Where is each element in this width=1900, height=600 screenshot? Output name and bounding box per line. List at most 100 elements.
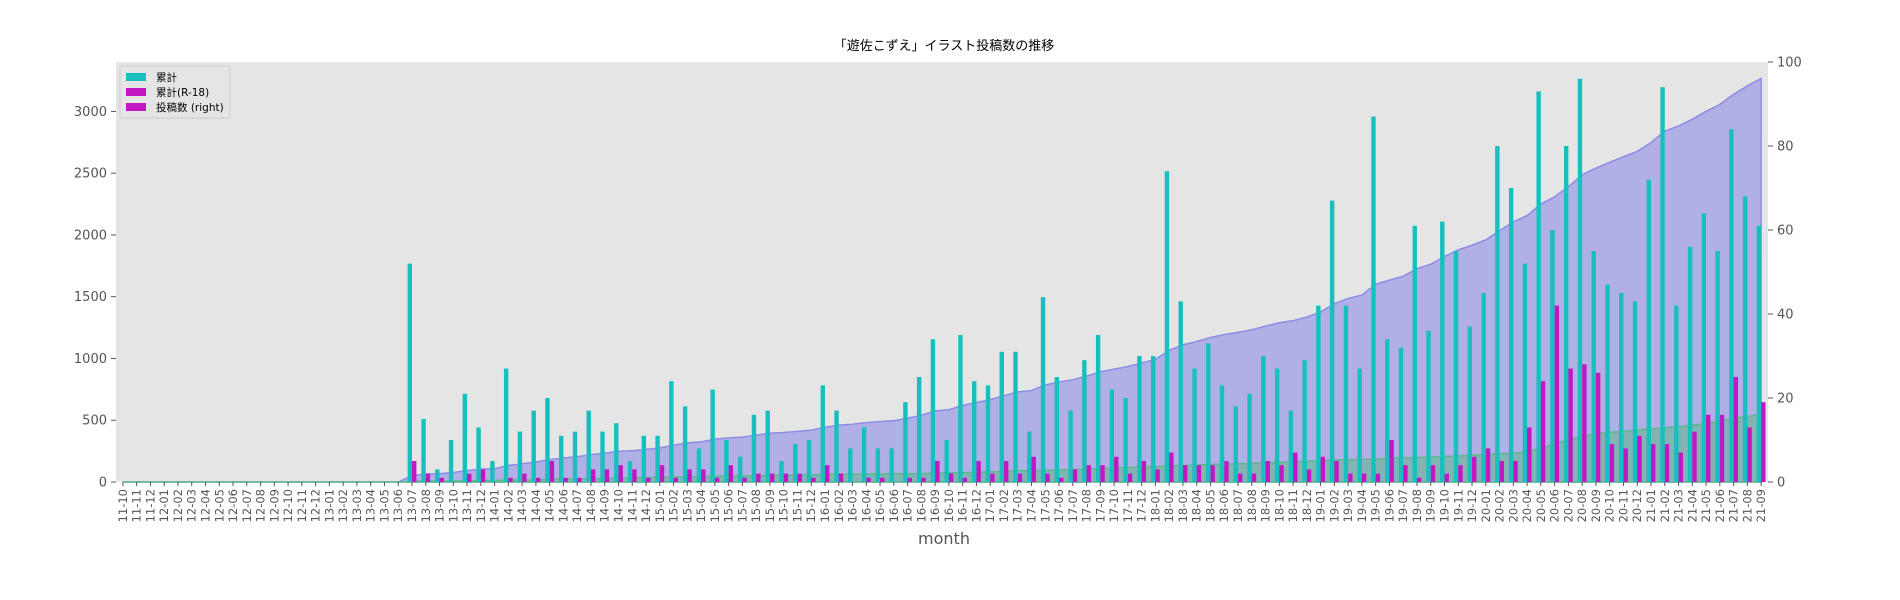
x-tick-label: 19-07 xyxy=(1396,489,1410,522)
bar-posts-r18-16-08 xyxy=(921,477,926,482)
bar-posts-18-02 xyxy=(1164,171,1170,482)
bar-posts-21-06 xyxy=(1715,251,1720,482)
bar-posts-20-06 xyxy=(1550,230,1555,482)
bar-posts-19-04 xyxy=(1357,368,1362,482)
bar-posts-r18-20-06 xyxy=(1554,305,1560,482)
x-tick-label: 17-11 xyxy=(1121,489,1135,522)
bar-posts-r18-15-11 xyxy=(797,473,802,482)
x-tick-label: 14-11 xyxy=(625,489,639,522)
right-tick-label: 80 xyxy=(1777,140,1794,155)
bar-posts-19-03 xyxy=(1343,305,1349,482)
bar-posts-21-09 xyxy=(1756,225,1762,483)
left-tick-label: 3000 xyxy=(74,105,107,120)
x-tick-label: 13-10 xyxy=(446,489,460,522)
bar-posts-14-06 xyxy=(559,435,564,482)
bar-posts-17-06 xyxy=(1054,377,1060,482)
x-tick-label: 20-11 xyxy=(1616,489,1630,522)
x-tick-label: 17-01 xyxy=(983,489,997,522)
bar-posts-r18-14-12 xyxy=(646,477,651,482)
bar-posts-15-11 xyxy=(793,444,798,482)
x-tick-label: 17-09 xyxy=(1093,489,1107,522)
x-tick-label: 18-02 xyxy=(1162,489,1176,522)
bar-posts-14-05 xyxy=(545,398,550,482)
bar-posts-14-08 xyxy=(586,410,591,482)
bar-posts-r18-15-05 xyxy=(714,477,720,482)
x-tick-label: 12-01 xyxy=(157,489,171,522)
bar-posts-r18-15-10 xyxy=(783,473,789,482)
bar-posts-r18-19-09 xyxy=(1430,465,1436,482)
bar-posts-13-09 xyxy=(435,469,440,482)
x-tick-label: 18-10 xyxy=(1272,489,1286,522)
x-tick-label: 20-03 xyxy=(1506,489,1520,522)
bar-posts-17-01 xyxy=(985,385,991,482)
x-tick-label: 14-06 xyxy=(556,489,570,522)
x-tick-label: 14-01 xyxy=(488,489,502,522)
bar-posts-18-03 xyxy=(1178,301,1183,482)
bar-posts-18-12 xyxy=(1302,360,1307,482)
x-tick-label: 13-02 xyxy=(336,489,350,522)
bar-posts-r18-20-01 xyxy=(1485,448,1491,482)
bar-posts-20-09 xyxy=(1591,251,1596,482)
bar-posts-r18-15-09 xyxy=(769,473,775,482)
bar-posts-r18-21-08 xyxy=(1747,427,1752,482)
bar-posts-r18-15-07 xyxy=(742,477,747,482)
legend-label: 累計 xyxy=(156,71,177,84)
x-tick-label: 12-11 xyxy=(295,489,309,522)
bar-posts-17-08 xyxy=(1082,360,1087,482)
x-tick-label: 18-05 xyxy=(1203,489,1217,522)
right-tick-label: 60 xyxy=(1777,224,1794,239)
bar-posts-19-10 xyxy=(1440,221,1445,482)
bar-posts-18-06 xyxy=(1219,385,1225,482)
bar-posts-r18-20-10 xyxy=(1609,444,1615,482)
bar-posts-r18-19-05 xyxy=(1375,473,1381,482)
bar-posts-r18-19-12 xyxy=(1472,456,1477,482)
bar-posts-r18-19-11 xyxy=(1458,465,1463,482)
bar-posts-r18-17-01 xyxy=(990,473,995,482)
bar-posts-14-10 xyxy=(614,423,619,482)
bar-posts-16-02 xyxy=(834,410,839,482)
x-tick-label: 18-11 xyxy=(1286,489,1300,522)
bar-posts-r18-18-07 xyxy=(1237,473,1243,482)
x-tick-label: 17-08 xyxy=(1080,489,1094,522)
bar-posts-r18-15-04 xyxy=(701,469,706,482)
x-tick-label: 13-09 xyxy=(433,489,447,522)
x-tick-label: 13-08 xyxy=(419,489,433,522)
legend-swatch xyxy=(126,73,146,81)
x-tick-label: 13-05 xyxy=(377,489,391,522)
x-tick-label: 18-12 xyxy=(1300,489,1314,522)
bar-posts-16-08 xyxy=(916,377,922,482)
bar-posts-r18-20-07 xyxy=(1568,368,1573,482)
bar-posts-13-10 xyxy=(448,440,454,482)
bar-posts-20-04 xyxy=(1522,263,1528,482)
bar-posts-r18-16-11 xyxy=(962,477,968,482)
bar-posts-18-08 xyxy=(1247,393,1252,482)
bar-posts-16-09 xyxy=(930,339,936,482)
bar-posts-r18-18-11 xyxy=(1293,452,1298,482)
x-tick-label: 15-09 xyxy=(763,489,777,522)
bar-posts-r18-16-04 xyxy=(866,477,871,482)
left-y-axis: 0 500 1000 1500 2000 2500 3000 xyxy=(74,105,116,491)
bar-posts-r18-18-12 xyxy=(1306,469,1312,482)
x-tick-label: 17-06 xyxy=(1052,489,1066,522)
bar-posts-r18-13-11 xyxy=(467,473,472,482)
x-tick-label: 16-01 xyxy=(818,489,832,522)
x-tick-label: 19-06 xyxy=(1382,489,1396,522)
bar-posts-r18-16-07 xyxy=(907,477,912,482)
bar-posts-19-01 xyxy=(1316,305,1321,482)
x-tick-label: 19-01 xyxy=(1314,489,1328,522)
bar-posts-r18-19-01 xyxy=(1320,456,1325,482)
bar-posts-r18-17-06 xyxy=(1059,477,1064,482)
x-tick-label: 13-04 xyxy=(364,489,378,522)
bar-posts-15-05 xyxy=(710,389,715,482)
bar-posts-r18-21-09 xyxy=(1761,402,1766,482)
bar-posts-r18-18-06 xyxy=(1224,461,1229,482)
bar-posts-r18-19-06 xyxy=(1389,440,1394,482)
left-tick-label: 2500 xyxy=(74,167,107,182)
bar-posts-16-11 xyxy=(958,335,963,482)
x-tick-label: 15-12 xyxy=(804,489,818,522)
bar-posts-r18-17-08 xyxy=(1086,465,1091,482)
bar-posts-r18-20-05 xyxy=(1540,381,1546,482)
x-tick-label: 21-01 xyxy=(1644,489,1658,522)
